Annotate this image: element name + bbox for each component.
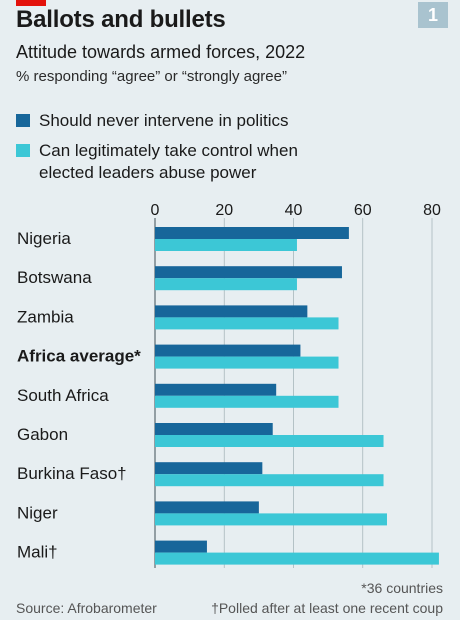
source-note: Source: Afrobarometer <box>16 600 157 616</box>
footnote-average: *36 countries <box>361 580 443 596</box>
bar-never-intervene <box>155 266 342 279</box>
category-label: Africa average* <box>17 347 141 366</box>
bar-take-control <box>155 317 339 330</box>
bar-take-control <box>155 278 297 291</box>
bar-take-control <box>155 395 339 408</box>
legend-label-never-intervene: Should never intervene in politics <box>39 111 289 130</box>
bar-never-intervene <box>155 227 349 239</box>
bar-take-control <box>155 474 384 487</box>
category-label: Gabon <box>17 425 68 444</box>
x-tick-label: 60 <box>354 202 372 219</box>
x-tick-label: 40 <box>285 202 303 219</box>
brand-tag <box>16 0 46 6</box>
x-tick-label: 0 <box>151 202 160 219</box>
legend-swatch-dark <box>16 114 30 127</box>
footnote-dagger: †Polled after at least one recent coup <box>211 600 443 616</box>
legend-label-take-control: Can legitimately take control when elect… <box>39 141 298 182</box>
bar-never-intervene <box>155 383 277 396</box>
bar-take-control <box>155 239 297 251</box>
bar-take-control <box>155 435 384 447</box>
chart-number-badge: 1 <box>418 2 448 28</box>
chart-title: Ballots and bullets <box>16 6 226 33</box>
bar-take-control <box>155 513 387 526</box>
bar-take-control <box>155 552 439 565</box>
bar-take-control <box>155 356 339 369</box>
category-label: Zambia <box>17 307 74 326</box>
bar-never-intervene <box>155 540 207 553</box>
x-tick-label: 20 <box>215 202 233 219</box>
bar-never-intervene <box>155 462 263 475</box>
bar-never-intervene <box>155 344 301 357</box>
legend-item-take-control: Can legitimately take control when elect… <box>16 140 339 184</box>
category-label: Niger <box>17 503 58 522</box>
bar-never-intervene <box>155 501 259 514</box>
x-tick-label: 80 <box>423 202 441 219</box>
category-label: Nigeria <box>17 229 71 248</box>
bar-never-intervene <box>155 423 273 435</box>
category-label: Mali† <box>17 543 58 562</box>
category-label: Botswana <box>17 268 92 287</box>
bar-never-intervene <box>155 305 308 318</box>
category-label: Burkina Faso† <box>17 464 127 483</box>
legend-swatch-light <box>16 144 30 157</box>
legend-item-never-intervene: Should never intervene in politics <box>16 110 339 132</box>
chart-subtitle: Attitude towards armed forces, 2022 <box>16 42 306 62</box>
category-label: South Africa <box>17 386 109 405</box>
chart-note: % responding “agree” or “strongly agree” <box>16 68 287 85</box>
